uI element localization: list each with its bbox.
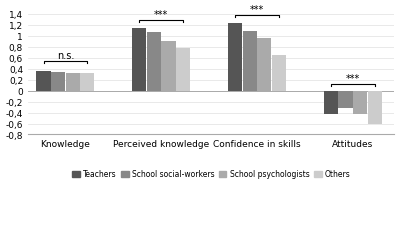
Bar bbox=[51, 73, 65, 91]
Bar bbox=[257, 39, 271, 91]
Text: n.s.: n.s. bbox=[57, 51, 74, 61]
Bar bbox=[66, 74, 80, 91]
Bar bbox=[228, 23, 242, 91]
Text: ***: *** bbox=[154, 10, 168, 20]
Bar bbox=[272, 56, 286, 91]
Text: ***: *** bbox=[250, 5, 264, 15]
Bar bbox=[147, 33, 161, 91]
Bar bbox=[243, 32, 257, 91]
Bar bbox=[80, 74, 94, 91]
Bar bbox=[176, 49, 190, 91]
Bar bbox=[162, 42, 176, 91]
Bar bbox=[36, 71, 51, 91]
Bar bbox=[338, 91, 352, 109]
Bar bbox=[368, 91, 382, 124]
Bar bbox=[132, 29, 146, 91]
Bar bbox=[353, 91, 367, 114]
Bar bbox=[324, 91, 338, 114]
Legend: Teachers, School social-workers, School psychologists, Others: Teachers, School social-workers, School … bbox=[69, 166, 353, 182]
Text: ***: *** bbox=[346, 74, 360, 84]
